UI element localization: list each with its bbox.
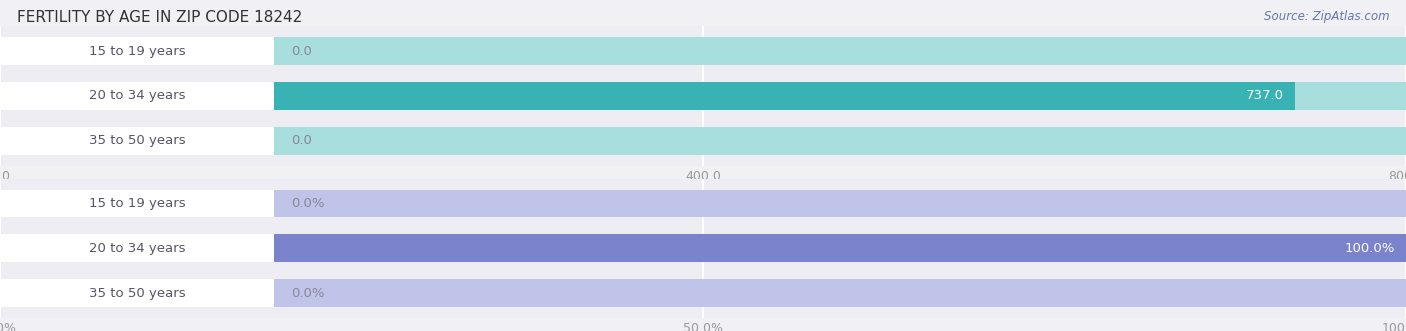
Text: 100.0%: 100.0% bbox=[1344, 242, 1395, 255]
Text: 35 to 50 years: 35 to 50 years bbox=[89, 287, 186, 300]
Text: 20 to 34 years: 20 to 34 years bbox=[89, 89, 186, 103]
Bar bbox=[0, 37, 274, 65]
Bar bbox=[0, 82, 274, 110]
Bar bbox=[0, 190, 274, 217]
Bar bbox=[0, 127, 274, 155]
Bar bbox=[0, 279, 274, 307]
Text: 0.0%: 0.0% bbox=[291, 287, 325, 300]
Text: 15 to 19 years: 15 to 19 years bbox=[89, 45, 186, 58]
Bar bbox=[0, 234, 1406, 262]
Bar bbox=[0, 234, 274, 262]
Bar bbox=[0, 234, 1406, 262]
Bar bbox=[0, 127, 1406, 155]
Bar bbox=[0, 82, 1295, 110]
Text: 737.0: 737.0 bbox=[1246, 89, 1284, 103]
Text: 0.0: 0.0 bbox=[291, 134, 312, 147]
Bar bbox=[0, 190, 1406, 217]
Bar bbox=[0, 279, 1406, 307]
Text: FERTILITY BY AGE IN ZIP CODE 18242: FERTILITY BY AGE IN ZIP CODE 18242 bbox=[17, 10, 302, 25]
Bar bbox=[0, 37, 1406, 65]
Text: 35 to 50 years: 35 to 50 years bbox=[89, 134, 186, 147]
Bar bbox=[0, 82, 1406, 110]
Text: 0.0%: 0.0% bbox=[291, 197, 325, 210]
Text: 20 to 34 years: 20 to 34 years bbox=[89, 242, 186, 255]
Text: Source: ZipAtlas.com: Source: ZipAtlas.com bbox=[1264, 10, 1389, 23]
Text: 15 to 19 years: 15 to 19 years bbox=[89, 197, 186, 210]
Text: 0.0: 0.0 bbox=[291, 45, 312, 58]
